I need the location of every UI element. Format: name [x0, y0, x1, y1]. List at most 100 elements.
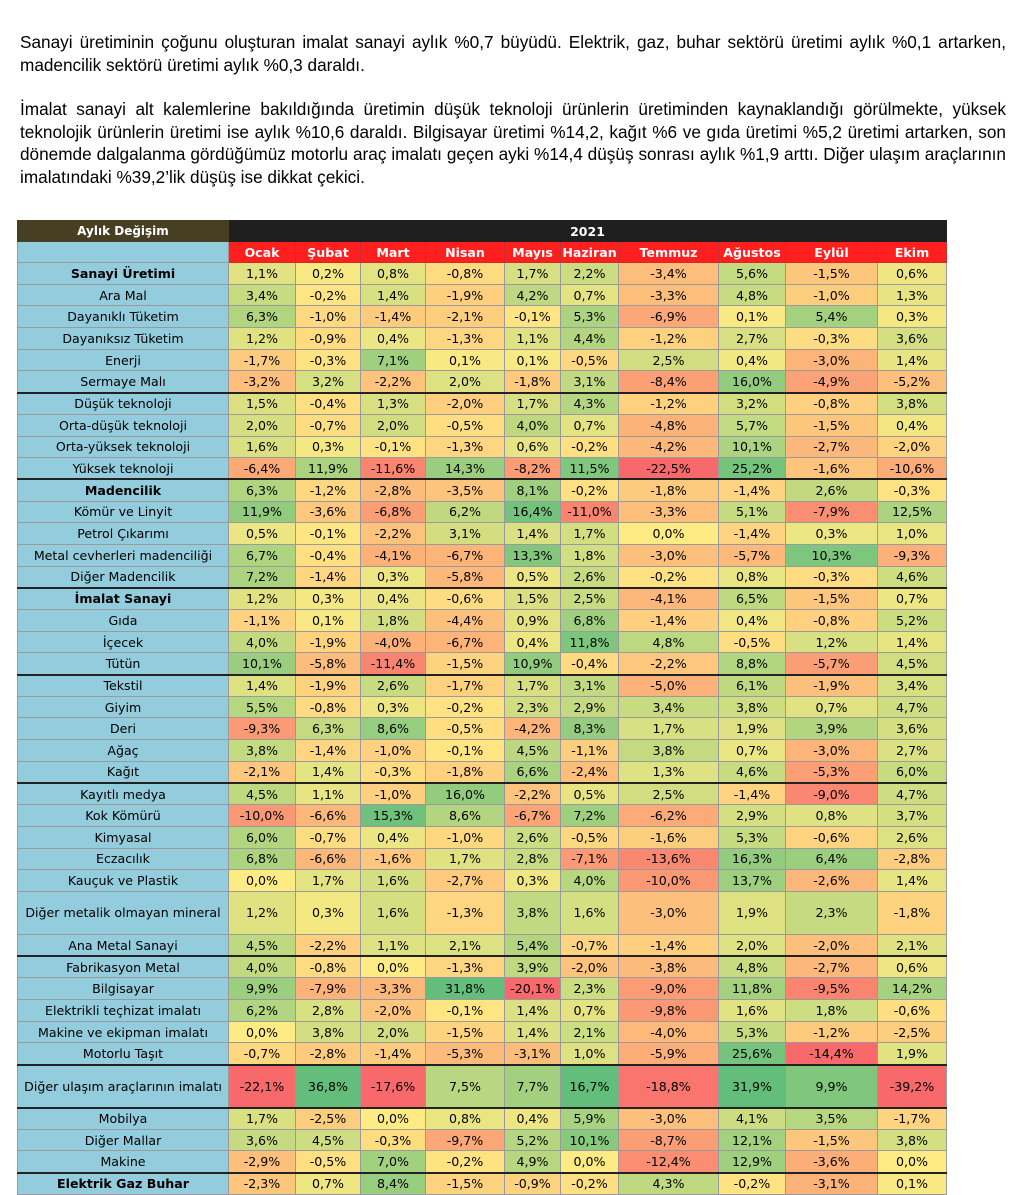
value-cell: -1,5% [785, 413, 878, 437]
value-cell: -11,4% [360, 652, 426, 676]
row-label: Diğer Madencilik [17, 565, 229, 589]
value-cell: -9,0% [785, 782, 878, 806]
value-cell: -2,0% [360, 999, 426, 1022]
value-cell: -4,9% [785, 370, 878, 394]
value-cell: 14,2% [876, 977, 948, 1000]
value-cell: 6,4% [785, 847, 878, 871]
value-cell: -2,0% [560, 955, 619, 979]
value-cell: 2,9% [718, 804, 786, 827]
value-cell: 4,2% [504, 283, 561, 307]
value-cell: -0,2% [560, 1171, 619, 1195]
value-cell: 5,2% [504, 1128, 561, 1152]
value-cell: -1,4% [618, 609, 719, 632]
value-cell: 7,1% [360, 348, 426, 372]
value-cell: -0,3% [785, 565, 878, 589]
value-cell: -1,4% [295, 565, 361, 589]
value-cell: 1,6% [360, 890, 426, 935]
value-cell: 2,7% [718, 327, 786, 350]
value-cell: -3,4% [618, 262, 719, 285]
row-label: Deri [17, 717, 229, 741]
value-cell: -0,5% [425, 413, 505, 437]
value-cell: 0,7% [560, 413, 619, 437]
value-cell: 2,3% [504, 695, 561, 719]
value-cell: 1,0% [876, 522, 948, 545]
value-cell: 7,0% [360, 1150, 426, 1174]
value-cell: 0,7% [876, 586, 948, 610]
value-cell: -10,0% [618, 869, 719, 892]
value-cell: -11,6% [360, 457, 426, 480]
row-label: Ağaç [17, 739, 229, 762]
value-cell: 3,8% [228, 739, 296, 762]
value-cell: -3,1% [785, 1171, 878, 1195]
value-cell: 11,5% [560, 457, 619, 480]
value-cell: -3,3% [360, 977, 426, 1000]
value-cell: -2,2% [504, 782, 561, 806]
value-cell: -3,0% [618, 890, 719, 935]
value-cell: -2,8% [360, 478, 426, 502]
value-cell: -0,5% [560, 825, 619, 849]
value-cell: 4,5% [228, 782, 296, 806]
value-cell: -1,3% [425, 955, 505, 979]
value-cell: 0,0% [228, 869, 296, 892]
value-cell: 0,7% [560, 283, 619, 307]
value-cell: -22,5% [618, 457, 719, 480]
value-cell: 6,7% [228, 543, 296, 567]
value-cell: 31,9% [718, 1063, 786, 1109]
value-cell: -0,3% [785, 327, 878, 350]
value-cell: 31,8% [425, 977, 505, 1000]
value-cell: 4,5% [295, 1128, 361, 1152]
value-cell: 16,0% [425, 782, 505, 806]
value-cell: 1,4% [504, 522, 561, 545]
value-cell: -1,9% [425, 283, 505, 307]
row-label: Enerji [17, 348, 229, 372]
value-cell: 2,0% [425, 370, 505, 394]
value-cell: -0,8% [425, 262, 505, 285]
value-cell: 0,0% [360, 1106, 426, 1130]
value-cell: 1,4% [876, 348, 948, 372]
value-cell: -3,3% [618, 283, 719, 307]
value-cell: 6,6% [504, 760, 561, 784]
value-cell: -1,1% [228, 609, 296, 632]
value-cell: 4,5% [228, 933, 296, 957]
value-cell: -8,2% [504, 457, 561, 480]
value-cell: 4,8% [718, 283, 786, 307]
value-cell: 3,1% [425, 522, 505, 545]
value-cell: 2,5% [618, 348, 719, 372]
value-cell: 25,2% [718, 457, 786, 480]
value-cell: 0,7% [295, 1171, 361, 1195]
value-cell: -0,8% [295, 955, 361, 979]
value-cell: 4,3% [618, 1171, 719, 1195]
value-cell: 3,6% [876, 327, 948, 350]
month-header: Ekim [876, 241, 948, 263]
value-cell: 0,4% [504, 1106, 561, 1130]
value-cell: -4,2% [618, 435, 719, 459]
table-row: İçecek 4,0% -1,9% -4,0% -6,7% 0,4% 11,8% 4,8% -0… [17, 630, 948, 654]
table-row: Diğer Mallar 3,6% 4,5% -0,3% -9,7% 5,2% 10,1% -… [17, 1128, 948, 1152]
table-row: Sermaye Malı -3,2% 3,2% -2,2% 2,0% -1,8% 3,1% -… [17, 370, 948, 394]
value-cell: -2,0% [876, 435, 948, 459]
value-cell: 1,4% [360, 283, 426, 307]
value-cell: 0,4% [360, 586, 426, 610]
value-cell: 1,8% [785, 999, 878, 1022]
table-row: Kauçuk ve Plastik 0,0% 1,7% 1,6% -2,7% 0,3% 4,… [17, 869, 948, 892]
value-cell: 1,0% [560, 1042, 619, 1066]
value-cell: -0,4% [295, 391, 361, 415]
value-cell: 1,7% [228, 1106, 296, 1130]
table-header: Aylık Değişim 2021 Ocak Şubat Mart Nisan May… [17, 220, 948, 263]
value-cell: -1,8% [618, 478, 719, 502]
value-cell: -1,4% [360, 305, 426, 329]
value-cell: -3,5% [425, 478, 505, 502]
value-cell: -9,5% [785, 977, 878, 1000]
row-label: Elektrikli teçhizat imalatı [17, 999, 229, 1022]
value-cell: -13,6% [618, 847, 719, 871]
value-cell: -1,4% [718, 782, 786, 806]
value-cell: -8,7% [618, 1128, 719, 1152]
value-cell: 0,4% [504, 630, 561, 654]
value-cell: 3,8% [876, 1128, 948, 1152]
row-label: Eczacılık [17, 847, 229, 871]
value-cell: 0,1% [425, 348, 505, 372]
row-label: Sanayi Üretimi [17, 262, 229, 285]
value-cell: -20,1% [504, 977, 561, 1000]
value-cell: -2,2% [618, 652, 719, 676]
value-cell: 6,0% [228, 825, 296, 849]
